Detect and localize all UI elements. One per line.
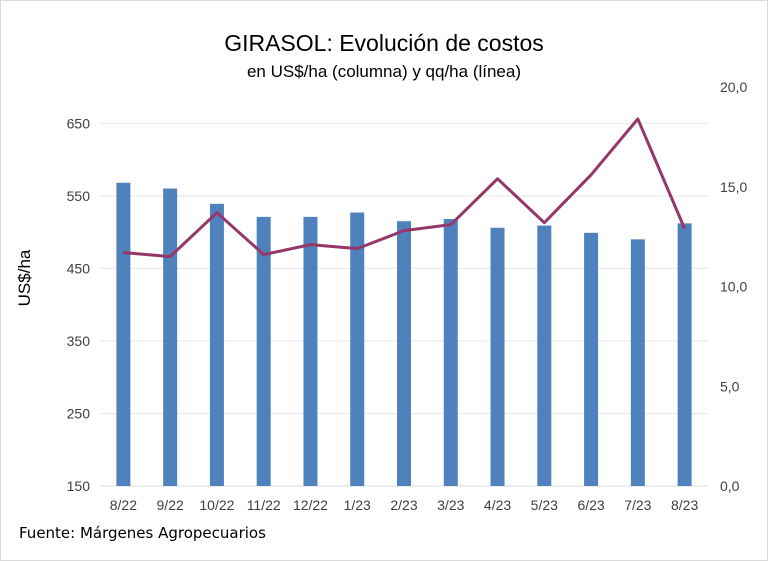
y-left-tick-label: 650 <box>67 115 91 131</box>
y-right-tick-label: 0,0 <box>720 478 740 494</box>
x-tick-label: 10/22 <box>199 497 234 513</box>
bar <box>677 223 692 487</box>
x-tick-label: 8/22 <box>110 497 137 513</box>
bar <box>397 221 411 486</box>
y-right-tick-label: 15,0 <box>720 179 747 195</box>
bar <box>303 216 318 486</box>
bar <box>537 225 552 486</box>
chart-title: GIRASOL: Evolución de costos <box>224 30 544 56</box>
y-left-tick-label: 450 <box>67 260 91 276</box>
x-tick-label: 6/23 <box>577 497 604 513</box>
bar <box>584 232 599 486</box>
x-axis: 8/22 9/22 10/22 11/22 12/22 1/23 2/23 3/23 4/23 5… <box>110 497 699 513</box>
bar-series <box>116 182 692 487</box>
y-axis-left: 150 250 350 450 550 650 <box>67 115 91 494</box>
x-tick-label: 8/23 <box>671 497 698 513</box>
x-tick-label: 2/23 <box>390 497 417 513</box>
line-series <box>123 117 686 259</box>
bar <box>443 219 458 487</box>
source-note: Fuente: Márgenes Agropecuarios <box>19 524 266 542</box>
bar <box>350 212 365 486</box>
y-axis-label: US$/ha <box>15 249 34 306</box>
x-tick-label: 9/22 <box>157 497 184 513</box>
y-left-tick-label: 350 <box>67 333 91 349</box>
y-left-tick-label: 250 <box>67 405 91 421</box>
bar <box>490 227 505 487</box>
x-tick-label: 11/22 <box>247 497 281 513</box>
x-tick-label: 3/23 <box>437 497 464 513</box>
bar <box>256 216 271 486</box>
x-tick-label: 4/23 <box>484 497 511 513</box>
y-left-tick-label: 150 <box>67 478 91 494</box>
y-axis-right: 0,0 5,0 10,0 15,0 20,0 <box>720 79 747 494</box>
bar <box>116 182 131 486</box>
x-tick-label: 1/23 <box>344 497 371 513</box>
x-tick-label: 7/23 <box>624 497 651 513</box>
bar <box>163 188 178 486</box>
y-right-tick-label: 5,0 <box>720 378 740 394</box>
bar <box>209 203 224 486</box>
x-tick-label: 5/23 <box>531 497 558 513</box>
y-right-tick-label: 10,0 <box>720 279 747 295</box>
chart-subtitle: en US$/ha (columna) y qq/ha (línea) <box>246 62 522 81</box>
y-right-tick-label: 20,0 <box>720 79 747 95</box>
bar <box>630 239 645 486</box>
y-left-tick-label: 550 <box>67 188 91 204</box>
x-tick-label: 12/22 <box>293 497 328 513</box>
